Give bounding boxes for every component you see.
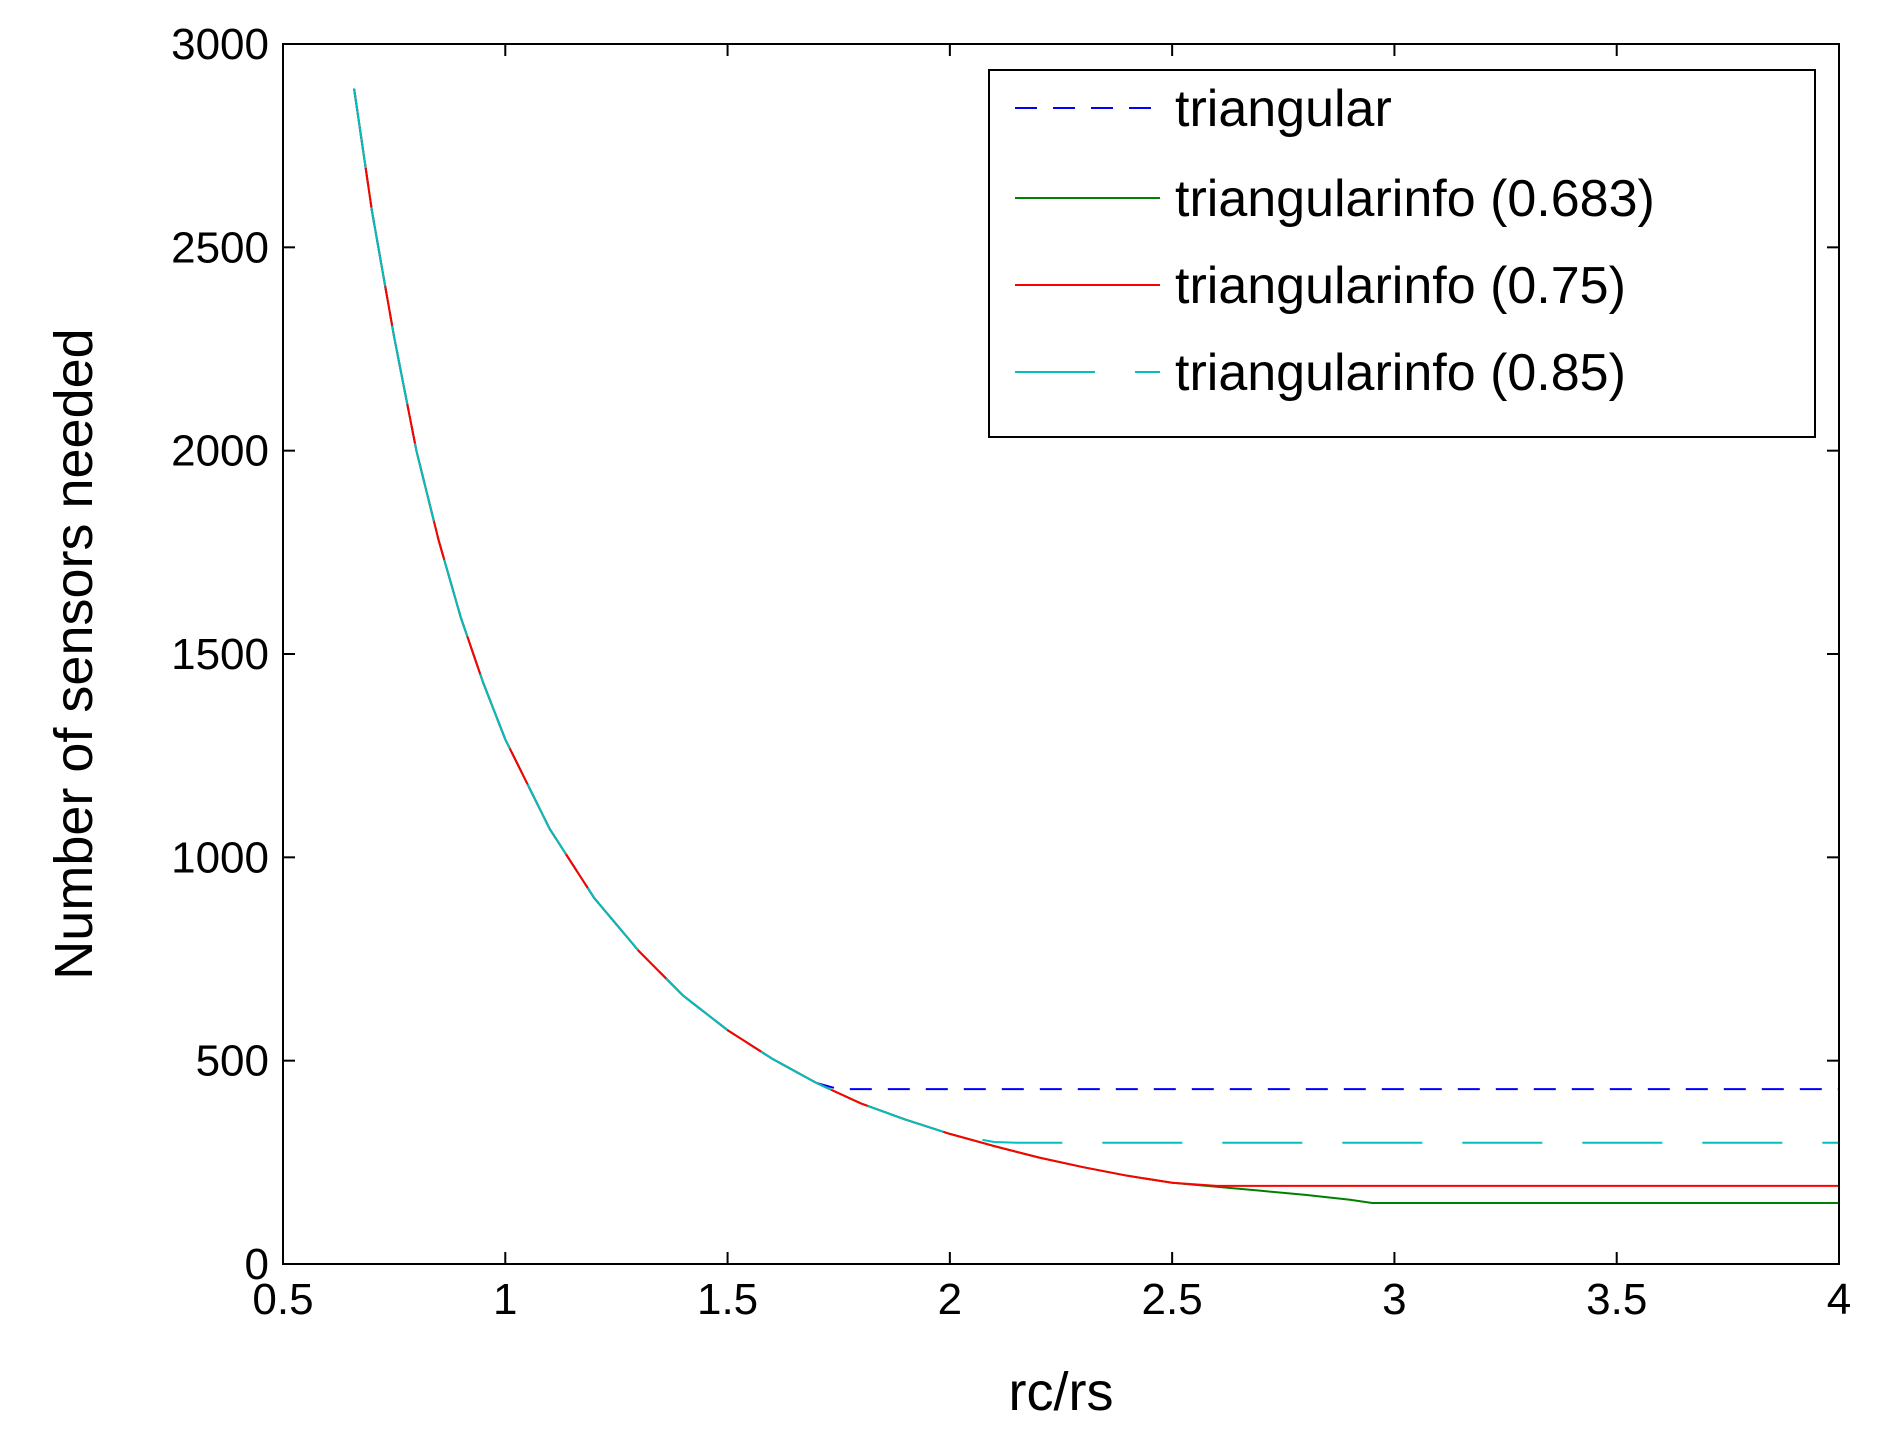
y-tick-label: 1000	[171, 833, 269, 882]
y-tick-label: 0	[245, 1240, 269, 1289]
legend: triangular triangularinfo (0.683) triangul…	[988, 69, 1816, 438]
x-tick-label: 3	[1382, 1275, 1406, 1324]
x-tick-label: 0.5	[252, 1275, 313, 1324]
x-axis-label: rc/rs	[1009, 1362, 1114, 1422]
y-tick-label: 2000	[171, 427, 269, 476]
x-tick-label: 1	[493, 1275, 517, 1324]
x-tick-label: 2.5	[1142, 1275, 1203, 1324]
legend-label-1: triangularinfo (0.683)	[1175, 170, 1655, 228]
legend-label-3: triangularinfo (0.85)	[1175, 344, 1626, 402]
y-tick-label: 1500	[171, 630, 269, 679]
y-axis-label: Number of sensors needed	[44, 328, 104, 979]
tick-layer: 0.5 1 1.5 2 2.5 3 3.5 4 0 500 1000 1500 2000 2500 3000	[171, 20, 1851, 1324]
y-tick-label: 500	[196, 1037, 269, 1086]
legend-label-2: triangularinfo (0.75)	[1175, 257, 1626, 315]
y-tick-label: 2500	[171, 223, 269, 272]
series-line-3	[353, 88, 1839, 1144]
x-tick-label: 3.5	[1586, 1275, 1647, 1324]
series-layer	[353, 88, 1839, 1204]
legend-box	[988, 69, 1816, 438]
x-tick-label: 2	[938, 1275, 962, 1324]
x-tick-label: 4	[1827, 1275, 1851, 1324]
y-tick-label: 3000	[171, 20, 269, 69]
x-tick-label: 1.5	[697, 1275, 758, 1324]
legend-label-0: triangular	[1175, 80, 1392, 138]
